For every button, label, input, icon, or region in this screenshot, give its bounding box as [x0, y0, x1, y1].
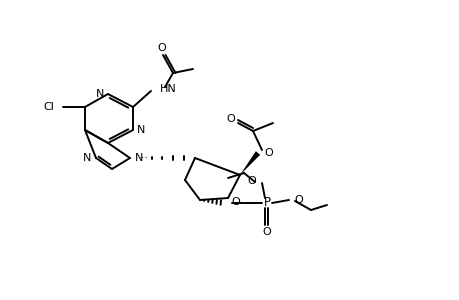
Polygon shape	[240, 151, 260, 175]
Text: N: N	[95, 89, 104, 99]
Text: O: O	[226, 114, 235, 124]
Text: Cl: Cl	[43, 102, 54, 112]
Text: O: O	[262, 227, 271, 237]
Text: P: P	[263, 196, 270, 209]
Text: HN: HN	[160, 84, 176, 94]
Text: O: O	[263, 148, 272, 158]
Text: N: N	[134, 153, 143, 163]
Text: N: N	[137, 125, 145, 135]
Text: N: N	[83, 153, 91, 163]
Text: O: O	[157, 43, 166, 53]
Text: O: O	[230, 197, 239, 207]
Text: O: O	[247, 176, 256, 186]
Text: ···: ···	[138, 153, 149, 163]
Text: O: O	[293, 195, 302, 205]
